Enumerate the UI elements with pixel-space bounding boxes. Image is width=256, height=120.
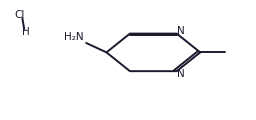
- Text: N: N: [177, 26, 184, 36]
- Text: H: H: [22, 27, 29, 37]
- Text: H₂N: H₂N: [64, 32, 84, 42]
- Text: Cl: Cl: [14, 10, 25, 20]
- Text: N: N: [177, 69, 184, 78]
